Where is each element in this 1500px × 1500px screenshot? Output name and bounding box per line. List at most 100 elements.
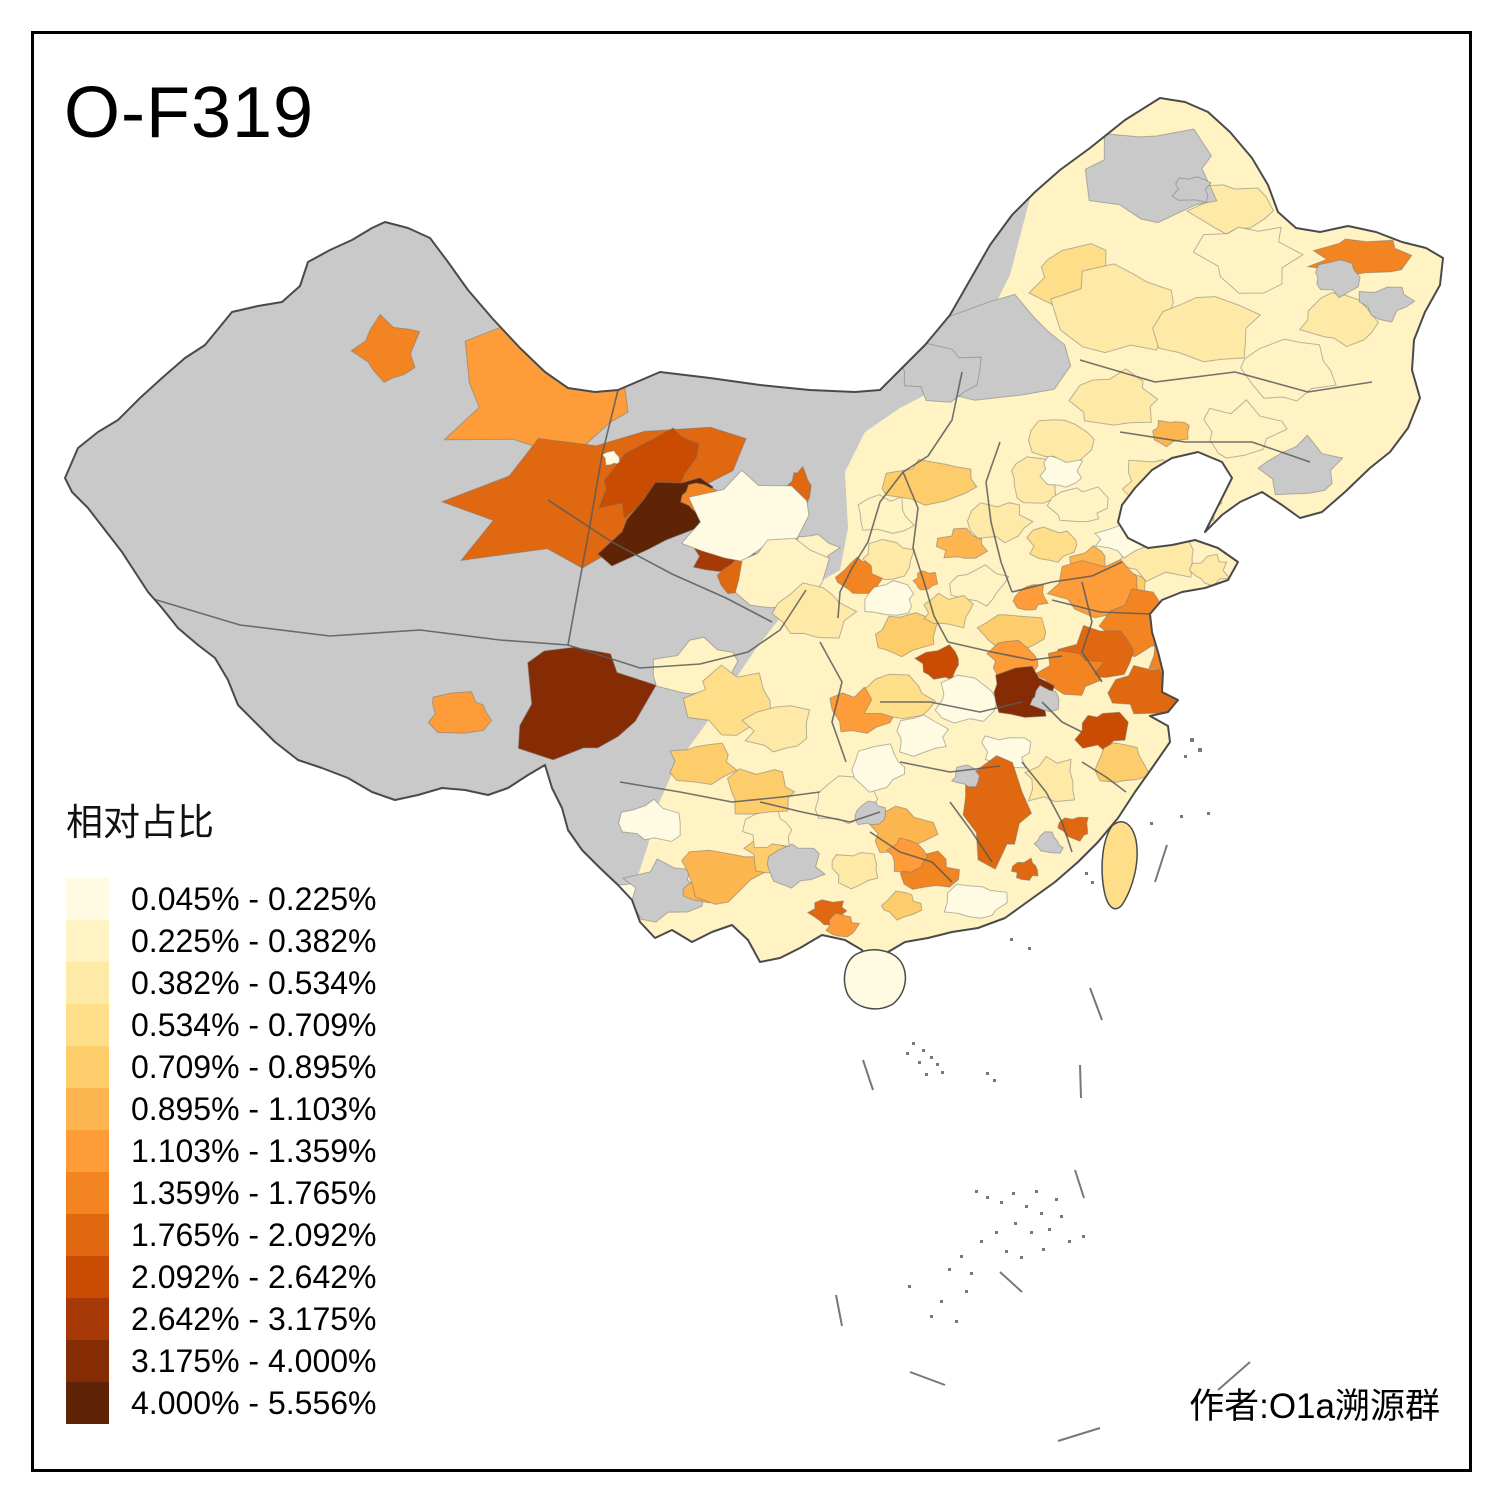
region-patch: [1023, 755, 1076, 803]
hainan-island: [843, 949, 907, 1010]
plot-frame: [31, 31, 1472, 1472]
region-patch: [1358, 286, 1416, 323]
region-patch: [618, 798, 681, 843]
region-patch: [669, 742, 738, 786]
legend-label: 2.092% - 2.642%: [131, 1258, 377, 1295]
region-patch: [851, 743, 906, 793]
region-patch: [966, 502, 1034, 544]
legend-label: 1.765% - 2.092%: [131, 1216, 377, 1253]
legend-item: 3.175% - 4.000%: [66, 1340, 377, 1382]
region-patch: [874, 612, 938, 658]
legend-swatch: [66, 1088, 109, 1130]
region-patch: [857, 494, 916, 534]
region-patch: [880, 890, 923, 921]
legend-swatch: [66, 1382, 109, 1424]
region-patch: [1240, 338, 1337, 402]
region-patch: [863, 673, 937, 720]
region-patch: [1257, 434, 1344, 496]
region-patch: [1026, 526, 1078, 563]
legend-item: 0.709% - 0.895%: [66, 1046, 377, 1088]
legend-swatch: [66, 1256, 109, 1298]
region-patch: [976, 614, 1047, 653]
region-patch: [771, 582, 858, 639]
legend-swatch: [66, 1130, 109, 1172]
legend-label: 0.534% - 0.709%: [131, 1006, 377, 1043]
region-patch: [517, 646, 657, 761]
region-patch: [1094, 742, 1152, 783]
region-patch: [825, 912, 861, 938]
taiwan-island: [1101, 821, 1138, 910]
nine-dash-line: [835, 844, 1251, 1442]
region-patch: [1027, 419, 1095, 464]
legend-swatch: [66, 1046, 109, 1088]
legend-item: 0.382% - 0.534%: [66, 962, 377, 1004]
region-patch: [885, 837, 929, 873]
region-patch: [899, 850, 961, 890]
legend-label: 4.000% - 5.556%: [131, 1384, 377, 1421]
region-patch: [1029, 684, 1060, 713]
region-patch: [1315, 259, 1361, 299]
region-patch: [1010, 857, 1039, 881]
region-patch: [742, 807, 793, 849]
legend-title: 相对占比: [66, 802, 214, 843]
map-title: O-F319: [64, 73, 315, 153]
region-patch: [597, 427, 700, 520]
region-patch: [766, 843, 827, 889]
legend-swatch: [66, 1004, 109, 1046]
legend: 相对占比 0.045% - 0.225% 0.225% - 0.382% 0.382…: [66, 800, 377, 1424]
legend-swatch: [66, 920, 109, 962]
region-patch: [350, 313, 421, 384]
south-china-sea-features: [835, 738, 1251, 1442]
region-patch: [601, 450, 621, 466]
region-patch: [741, 705, 811, 753]
region-patch: [1057, 816, 1089, 842]
legend-swatch: [66, 1298, 109, 1340]
region-patch: [427, 691, 493, 734]
legend-rows: 0.045% - 0.225% 0.225% - 0.382% 0.382% - 0…: [66, 878, 377, 1424]
legend-label: 0.895% - 1.103%: [131, 1090, 377, 1127]
region-patch: [896, 714, 950, 757]
legend-swatch: [66, 1340, 109, 1382]
region-patch: [912, 570, 939, 591]
region-patch: [681, 849, 769, 905]
region-patch: [621, 858, 706, 923]
legend-label: 0.709% - 0.895%: [131, 1048, 377, 1085]
region-patch: [962, 755, 1033, 870]
region-patch: [726, 768, 796, 815]
legend-item: 0.534% - 0.709%: [66, 1004, 377, 1046]
legend-swatch: [66, 878, 109, 920]
region-patch: [864, 580, 915, 616]
region-patch: [1192, 226, 1304, 294]
legend-label: 1.359% - 1.765%: [131, 1174, 377, 1211]
attribution-text: 作者:O1a溯源群: [1189, 1387, 1440, 1426]
legend-label: 0.045% - 0.225%: [131, 880, 377, 917]
region-patch: [1188, 553, 1231, 587]
region-patch: [854, 800, 886, 826]
region-patch: [935, 527, 989, 559]
legend-item: 0.225% - 0.382%: [66, 920, 377, 962]
legend-item: 1.765% - 2.092%: [66, 1214, 377, 1256]
legend-label: 1.103% - 1.359%: [131, 1132, 377, 1169]
legend-item: 4.000% - 5.556%: [66, 1382, 377, 1424]
region-patch: [1152, 296, 1262, 363]
legend-label: 0.225% - 0.382%: [131, 922, 377, 959]
region-patch: [831, 851, 879, 890]
region-patch: [861, 538, 915, 581]
legend-swatch: [66, 1172, 109, 1214]
region-patch: [1298, 292, 1380, 348]
region-patch: [1203, 399, 1288, 459]
legend-swatch: [66, 962, 109, 1004]
region-patch: [1046, 486, 1109, 523]
legend-item: 0.895% - 1.103%: [66, 1088, 377, 1130]
region-patch: [1171, 176, 1212, 204]
legend-label: 2.642% - 3.175%: [131, 1300, 377, 1337]
legend-item: 2.642% - 3.175%: [66, 1298, 377, 1340]
legend-item: 1.103% - 1.359%: [66, 1130, 377, 1172]
legend-label: 3.175% - 4.000%: [131, 1342, 377, 1379]
legend-item: 2.092% - 2.642%: [66, 1256, 377, 1298]
region-patches: [350, 128, 1416, 938]
region-patch: [1050, 263, 1174, 354]
region-patch: [1033, 831, 1064, 854]
